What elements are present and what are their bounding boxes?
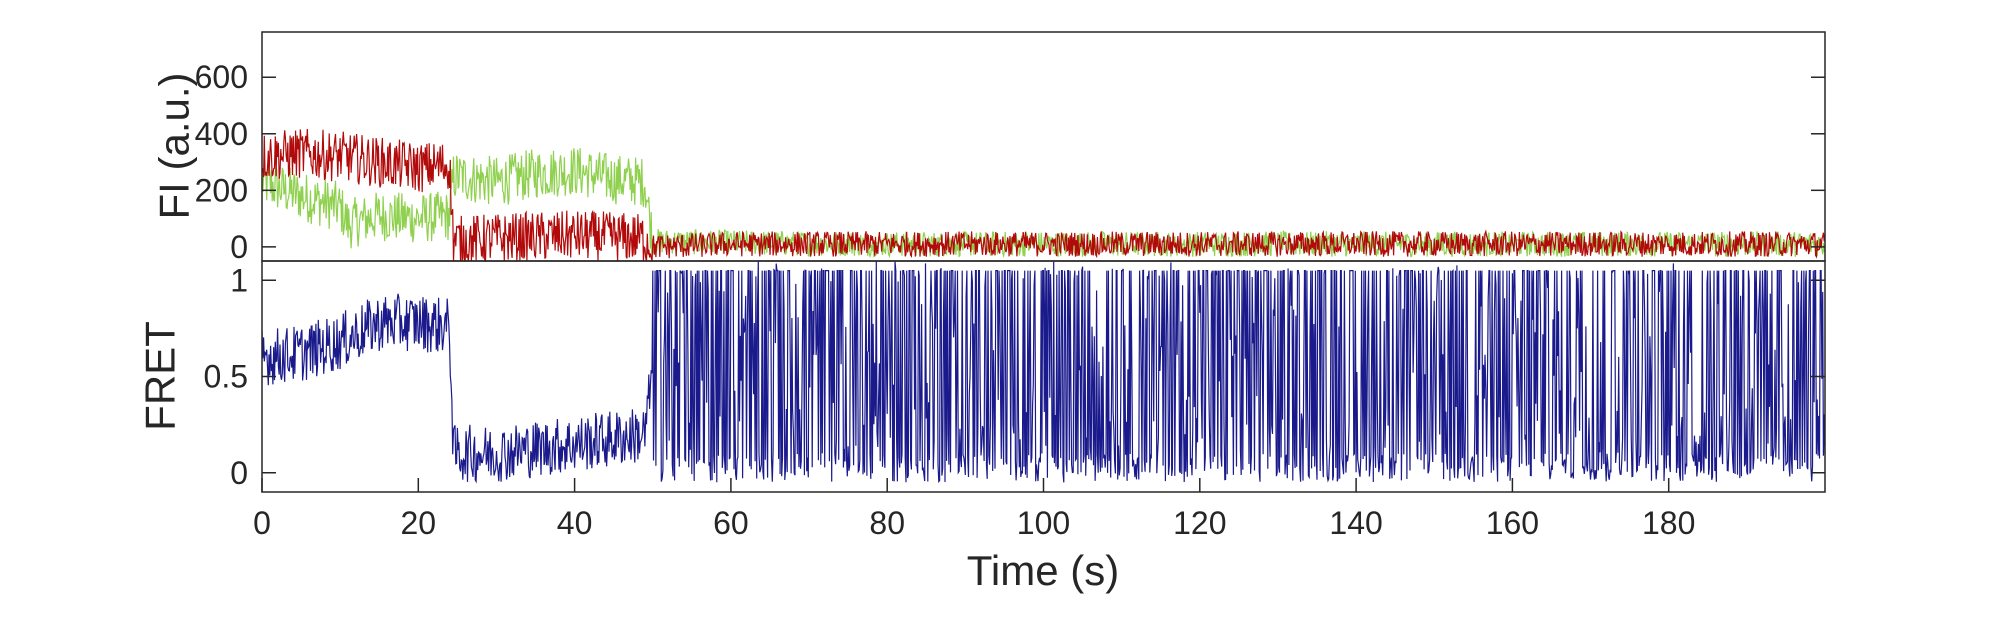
y-tick-label: 1 <box>230 262 248 298</box>
y-tick-label: 400 <box>195 116 248 152</box>
y-tick-label: 600 <box>195 59 248 95</box>
fret-y-ticks: 00.51 <box>204 262 1825 491</box>
time-x-ticks: 0 20 40 60 80 100 120 140 160 180 <box>253 478 1695 541</box>
x-tick-label: 80 <box>869 505 905 541</box>
x-tick-label: 0 <box>253 505 271 541</box>
series-line-0-1 <box>261 128 1826 263</box>
y-tick-label: 0.5 <box>204 359 248 395</box>
series-line-1-0 <box>261 261 1826 484</box>
x-tick-label: 160 <box>1486 505 1539 541</box>
y-tick-label: 200 <box>195 172 248 208</box>
x-tick-label: 100 <box>1017 505 1070 541</box>
x-tick-label: 140 <box>1329 505 1382 541</box>
fret-panel: 00.51 0 20 40 60 80 100 120 140 160 180 FRET Time… <box>137 260 1826 594</box>
x-tick-label: 20 <box>401 505 437 541</box>
x-tick-label: 60 <box>713 505 749 541</box>
x-tick-label: 40 <box>557 505 593 541</box>
fret-traces <box>261 261 1826 484</box>
fret-plot-frame <box>261 260 1826 493</box>
x-tick-label: 120 <box>1173 505 1226 541</box>
fluorescence-y-ticks: 0 200 400 600 <box>195 59 1825 265</box>
time-x-axis-label: Time (s) <box>967 547 1119 594</box>
fluorescence-intensity-panel: 0 200 400 600 FI (a.u.) <box>151 31 1826 265</box>
fret-y-axis-label: FRET <box>137 321 184 431</box>
y-tick-label: 0 <box>230 455 248 491</box>
fluorescence-y-axis-label: FI (a.u.) <box>151 72 198 219</box>
x-tick-label: 180 <box>1642 505 1695 541</box>
fluorescence-traces <box>261 128 1826 263</box>
y-tick-label: 0 <box>230 229 248 265</box>
